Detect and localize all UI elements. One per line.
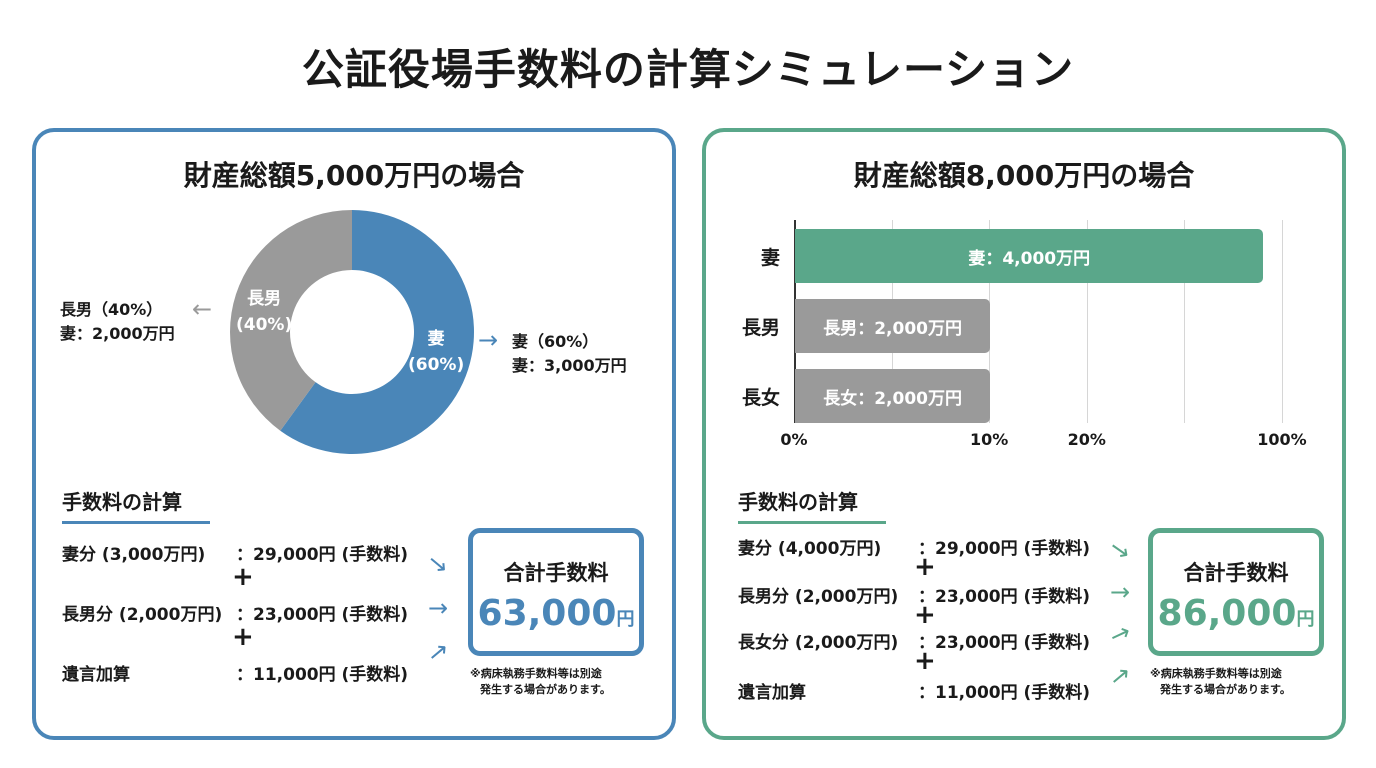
bar-category-label: 長男 (741, 317, 780, 339)
fee-row-label: 遺言加算 (738, 683, 806, 703)
total-amount: 86,000 (1157, 593, 1297, 634)
bar-data-label: 長女：2,000万円 (823, 388, 962, 409)
arrow-icon: → (428, 594, 449, 622)
bar-data-label: 妻：4,000万円 (968, 248, 1091, 269)
note-line: ※病床執務手数料等は別途 (1150, 667, 1282, 680)
left-note: ※病床執務手数料等は別途 発生する場合があります。 (470, 666, 660, 698)
son-callout-label: 長男（40%） (60, 300, 163, 319)
fee-row-label: 長男分 (2,000万円) (738, 587, 899, 607)
fee-row-value: ：23,000円 (手数料) (236, 605, 409, 625)
left-panel: 財産総額5,000万円の場合 (32, 128, 676, 740)
fee-row-value: ：23,000円 (手数料) (918, 587, 1091, 607)
plus-sign: + (914, 646, 936, 676)
note-line: ※病床執務手数料等は別途 (470, 667, 602, 680)
plus-sign: + (914, 600, 936, 630)
right-calc-heading: 手数料の計算 (738, 486, 886, 524)
donut-slice-son (230, 209, 352, 431)
slice-pct: (40%) (236, 315, 293, 335)
page-title: 公証役場手数料の計算シミュレーション (301, 45, 1075, 94)
donut-slice-wife (280, 210, 474, 454)
fee-row-value: ：11,000円 (手数料) (918, 683, 1091, 703)
x-tick-label: 0% (780, 430, 808, 449)
gridline (1184, 220, 1186, 423)
bar-data-label: 長男：2,000万円 (823, 318, 962, 339)
bar-category-label: 妻 (760, 247, 780, 269)
fee-row-value: ：23,000円 (手数料) (918, 633, 1091, 653)
fee-row-label: 長男分 (2,000万円) (62, 605, 223, 625)
total-value: 86,000円 (1153, 593, 1319, 634)
fee-row: 妻分 (3,000万円) (62, 540, 205, 565)
arrow-right-icon: → (478, 326, 499, 354)
total-amount: 63,000 (477, 593, 617, 634)
wife-callout-amount: 妻：3,000万円 (512, 356, 627, 375)
x-tick-label: 10% (970, 430, 1009, 449)
donut-label-wife: 妻 (60%) (408, 326, 464, 378)
x-tick-label: 100% (1257, 430, 1307, 449)
fee-row-value: ：29,000円 (手数料) (236, 545, 409, 565)
fee-row-label: 妻分 (3,000万円) (62, 545, 206, 565)
bar-category-label: 長女 (741, 387, 780, 409)
arrow-icon: → (1110, 578, 1131, 606)
bar: 長女：2,000万円 (795, 369, 991, 423)
total-label: 合計手数料 (503, 561, 609, 585)
slice-pct: (60%) (408, 355, 465, 375)
plus-sign: + (232, 622, 254, 652)
total-label: 合計手数料 (1183, 561, 1289, 585)
total-value: 63,000円 (473, 593, 639, 634)
fee-row-value: ：29,000円 (手数料) (918, 539, 1091, 559)
son-callout: 長男（40%） 妻：2,000万円 (60, 298, 175, 346)
fee-row-label: 妻分 (4,000万円) (738, 539, 882, 559)
bar: 長男：2,000万円 (795, 299, 991, 353)
right-total-box: 合計手数料 86,000円 (1148, 528, 1324, 656)
x-tick-label: 20% (1067, 430, 1106, 449)
bar: 妻：4,000万円 (795, 229, 1264, 283)
right-note: ※病床執務手数料等は別途 発生する場合があります。 (1150, 666, 1340, 698)
wife-callout-label: 妻（60%） (512, 332, 599, 351)
donut-label-son: 長男 (40%) (236, 286, 292, 338)
left-heading: 財産総額5,000万円の場合 (183, 159, 525, 192)
note-line: 発生する場合があります。 (480, 683, 611, 696)
gridline (1086, 220, 1088, 423)
fee-row-label: 遺言加算 (62, 665, 130, 685)
fee-row-value: ：11,000円 (手数料) (236, 665, 409, 685)
note-line: 発生する場合があります。 (1160, 683, 1291, 696)
wife-callout: 妻（60%） 妻：3,000万円 (512, 330, 627, 378)
slice-label: 長男 (247, 289, 282, 309)
left-total-box: 合計手数料 63,000円 (468, 528, 644, 656)
gridline (1282, 220, 1283, 423)
total-unit: 円 (616, 609, 635, 630)
plus-sign: + (914, 552, 936, 582)
fee-row-label: 長女分 (2,000万円) (738, 633, 899, 653)
slice-label: 妻 (427, 329, 445, 349)
son-callout-amount: 妻：2,000万円 (60, 324, 175, 343)
total-unit: 円 (1296, 609, 1315, 630)
arrow-left-icon: ← (192, 295, 213, 323)
left-calc-heading: 手数料の計算 (62, 486, 210, 524)
right-heading: 財産総額8,000万円の場合 (853, 159, 1195, 192)
right-panel: 財産総額8,000万円の場合 (702, 128, 1346, 740)
plus-sign: + (232, 562, 254, 592)
